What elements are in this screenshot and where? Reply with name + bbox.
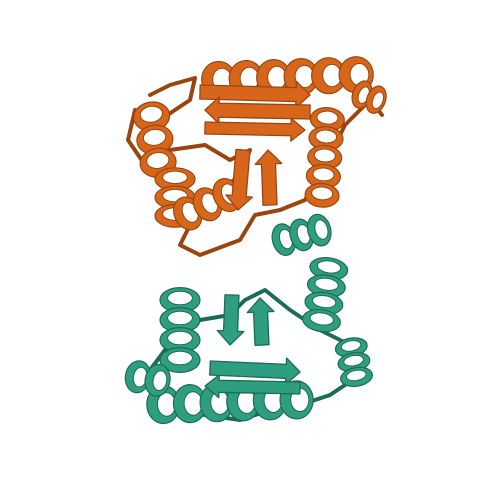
chain-b-helix-right-turn-hole: [309, 312, 334, 326]
chain-a-helix-left-upper-turn-hole: [142, 128, 167, 146]
chain-b-helix-right: [302, 256, 349, 333]
chain-a-strand-4: [225, 148, 254, 211]
chain-a-helix-right-turn-hole: [311, 186, 334, 201]
chain-a-helix-tail-turn-hole: [371, 91, 384, 110]
chain-b-helix-right-lower-turn-hole: [345, 369, 367, 382]
chain-a-helix-left-upper-turn-hole: [146, 151, 170, 169]
chain-b-strand-3: [209, 357, 301, 386]
chain-b-strand-2: [246, 297, 275, 346]
chain-b-helix-right-turn-hole: [314, 277, 339, 291]
chain-a-cartoon: [126, 56, 387, 257]
chain-a-helix-right-turn-hole: [312, 167, 335, 182]
chain-b-strand-4: [204, 374, 301, 399]
chain-a-helix-right: [304, 107, 345, 208]
chain-a-strand-2: [204, 96, 311, 125]
chain-b-helix-tail-turn-hole: [152, 370, 168, 391]
chain-a-strand-5: [254, 149, 283, 206]
chain-b-helix-left: [159, 287, 201, 374]
chain-b-cartoon: [124, 213, 373, 425]
chain-b-helix-left-turn-hole: [167, 290, 193, 306]
chain-b-helix-top-turn-hole: [314, 219, 329, 240]
chain-b-helix-left-turn-hole: [167, 310, 193, 326]
chain-b-helix-right-turn-hole: [311, 294, 337, 309]
chain-a-helix-right-turn-hole: [315, 129, 338, 144]
chain-a-helix-left-upper-turn-hole: [139, 105, 163, 123]
chain-a-strand-1: [199, 80, 311, 109]
chain-a-helix-tail: [351, 80, 387, 114]
chain-b-strand-1: [216, 294, 245, 346]
chain-a-helix-right-turn-hole: [316, 110, 339, 125]
chain-b-helix-right-turn-hole: [316, 260, 342, 274]
chain-b-helix-right-lower: [334, 337, 373, 388]
chain-b-helix-left-turn-hole: [167, 350, 193, 366]
chain-a-helix-right-turn-hole: [313, 148, 336, 163]
chain-b-helix-left-turn-hole: [167, 330, 193, 346]
chain-b-helix-right-lower-turn-hole: [340, 340, 362, 352]
chain-a-helix-left-lower-turn-hole: [162, 170, 188, 185]
chain-a-strand-3: [204, 117, 306, 142]
chain-a-helix-left-upper: [133, 101, 177, 178]
chain-b-helix-right-lower-turn-hole: [343, 354, 364, 367]
chain-b-helix-top: [271, 213, 332, 256]
chain-b-helix-tail: [124, 360, 171, 397]
